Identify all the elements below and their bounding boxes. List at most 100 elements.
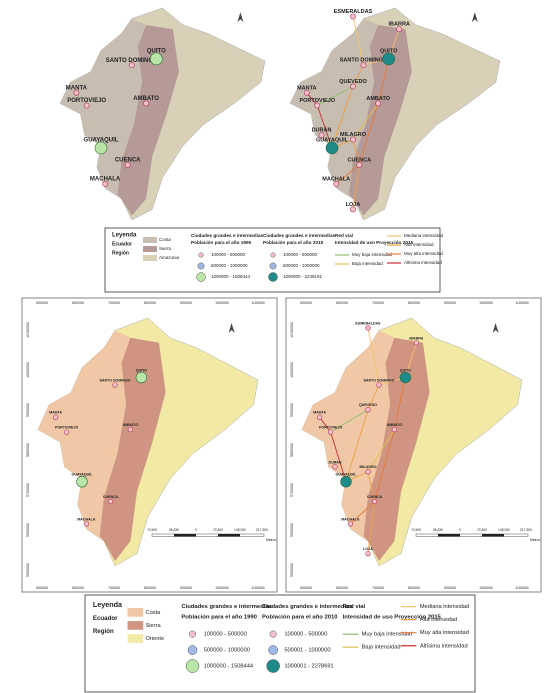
city-label: AMBATO xyxy=(133,96,159,102)
x-coord-label: 1000000 xyxy=(215,586,229,590)
legend-marker xyxy=(196,272,206,282)
legend-label: Baja intensidad xyxy=(352,261,383,266)
city-label: IBARRA xyxy=(389,22,410,28)
scale-label: 0 xyxy=(459,528,461,532)
region-sierra xyxy=(348,25,412,216)
city-marker xyxy=(365,407,371,413)
city-marker xyxy=(127,426,134,433)
legend-swatch xyxy=(143,237,157,243)
city-label: DURÁN xyxy=(312,127,332,134)
x-coord-label: 900000 xyxy=(180,301,192,305)
city-marker xyxy=(318,132,325,139)
legend-label: Baja intensidad xyxy=(362,645,401,651)
city-marker xyxy=(356,161,363,168)
region-sierra xyxy=(99,337,166,561)
region-costa xyxy=(38,330,131,542)
legend-label: Costa xyxy=(145,610,161,616)
city-label: PORTOVIEJO xyxy=(299,98,335,104)
x-coord-label: 500000 xyxy=(300,586,312,590)
region-sierra xyxy=(363,337,430,561)
legend-label: Mediana intensidad xyxy=(420,604,469,610)
y-coord-label: 9700000 xyxy=(26,483,30,497)
legend-marker xyxy=(185,659,200,673)
city-label: LOJA xyxy=(363,547,373,551)
legend-heading: Ciudades grandes e intermedias xyxy=(181,604,272,610)
road xyxy=(331,65,364,210)
y-coord-label: 9700000 xyxy=(290,483,294,497)
legend-heading: Red vial xyxy=(343,604,366,610)
x-coord-label: 700000 xyxy=(372,586,384,590)
city-label: PORTOVIEJO xyxy=(67,98,106,104)
legend-marker xyxy=(269,262,277,270)
city-marker xyxy=(102,181,108,187)
x-coord-label: 900000 xyxy=(444,586,456,590)
legend-label: 100000 - 500000 xyxy=(211,252,246,257)
city-marker xyxy=(376,382,382,388)
city-label: GUAYAQUIL xyxy=(84,137,119,143)
legend-country: Ecuador xyxy=(93,615,118,622)
x-coord-label: 1000000 xyxy=(479,301,493,305)
city-marker xyxy=(350,13,356,20)
scale-label: 217,500 xyxy=(520,528,532,532)
city-marker xyxy=(107,498,114,505)
y-coord-label: 9800000 xyxy=(26,443,30,457)
x-coord-label: 600000 xyxy=(72,301,84,305)
city-marker xyxy=(391,426,398,433)
legend-label: 500001 - 1000000 xyxy=(284,648,330,654)
city-label: MANTA xyxy=(313,411,326,415)
x-coord-label: 900000 xyxy=(180,586,192,590)
scale-bar xyxy=(415,533,529,537)
scale-label: 72,500 xyxy=(147,528,157,532)
road xyxy=(367,429,395,472)
legend-marker xyxy=(198,252,204,258)
city-marker xyxy=(350,83,356,90)
legend-heading: Ciudades grandes e intermedias xyxy=(262,604,353,610)
city-label: MACHALA xyxy=(341,517,360,521)
city-marker xyxy=(327,429,334,435)
legend-box xyxy=(84,594,476,693)
city-label: DURÁN xyxy=(329,459,342,464)
legend-label: Altísima intensidad xyxy=(420,643,468,649)
legend-label: 500000 - 1000000 xyxy=(283,263,320,268)
legend-heading: Red vial xyxy=(335,233,353,238)
city-label: SANTO DOMINGO xyxy=(99,378,130,382)
city-marker xyxy=(314,102,321,109)
legend-label: 1000001 - 2278691 xyxy=(284,664,333,670)
city-marker xyxy=(112,382,118,388)
legend-label: 1000000 - 2239191 xyxy=(283,274,323,279)
legend-label: 1000000 - 1508444 xyxy=(204,664,253,670)
legend-heading: Población para el año 1990 xyxy=(191,240,252,245)
x-coord-label: 800000 xyxy=(144,301,156,305)
scale-unit: Metros xyxy=(530,538,540,542)
y-coord-label: 9800000 xyxy=(290,443,294,457)
scale-label: 0 xyxy=(195,528,197,532)
north-arrow xyxy=(492,322,499,333)
region-costa xyxy=(290,18,379,199)
legend-marker xyxy=(266,659,280,673)
city-marker xyxy=(63,429,70,435)
legend-label: 1000000 - 1508444 xyxy=(211,274,251,279)
city-label: QUITO xyxy=(380,48,398,54)
x-coord-label: 600000 xyxy=(336,301,348,305)
city-label: GUAYAQUIL xyxy=(316,137,349,143)
city-marker xyxy=(350,206,356,213)
city-marker xyxy=(347,521,354,527)
city-label: MILAGRO xyxy=(360,465,377,469)
city-marker xyxy=(128,62,135,69)
x-coord-label: 500000 xyxy=(300,301,312,305)
x-coord-label: 600000 xyxy=(72,586,84,590)
north-arrow xyxy=(237,12,244,23)
scale-bar xyxy=(174,534,196,537)
legend-label: 100000 - 500000 xyxy=(204,632,247,638)
city-marker xyxy=(340,475,352,488)
scale-label: 217,500 xyxy=(256,528,268,532)
legend-marker xyxy=(187,645,198,655)
city-marker xyxy=(303,89,310,96)
scale-label: 36,250 xyxy=(169,528,179,532)
x-coord-label: 1100000 xyxy=(251,586,264,590)
x-coord-label: 800000 xyxy=(408,301,420,305)
y-coord-label: 9600000 xyxy=(290,523,294,537)
city-marker xyxy=(124,161,131,168)
